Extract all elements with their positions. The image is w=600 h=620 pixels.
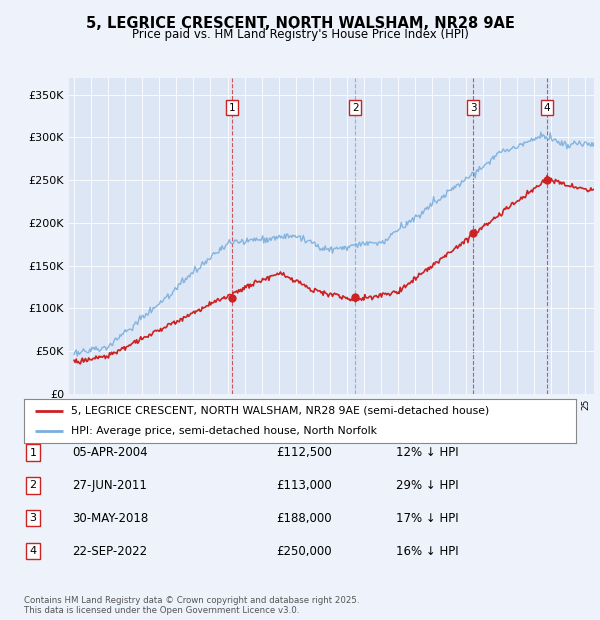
Text: Contains HM Land Registry data © Crown copyright and database right 2025.
This d: Contains HM Land Registry data © Crown c… [24, 596, 359, 615]
Text: 16% ↓ HPI: 16% ↓ HPI [396, 545, 458, 557]
Text: 5, LEGRICE CRESCENT, NORTH WALSHAM, NR28 9AE (semi-detached house): 5, LEGRICE CRESCENT, NORTH WALSHAM, NR28… [71, 405, 489, 416]
Text: 3: 3 [29, 513, 37, 523]
Text: 27-JUN-2011: 27-JUN-2011 [72, 479, 147, 492]
Text: 22-SEP-2022: 22-SEP-2022 [72, 545, 147, 557]
Text: 4: 4 [29, 546, 37, 556]
Text: 05-APR-2004: 05-APR-2004 [72, 446, 148, 459]
Text: HPI: Average price, semi-detached house, North Norfolk: HPI: Average price, semi-detached house,… [71, 426, 377, 436]
Text: 29% ↓ HPI: 29% ↓ HPI [396, 479, 458, 492]
Text: £188,000: £188,000 [276, 512, 332, 525]
Text: 1: 1 [29, 448, 37, 458]
Text: 1: 1 [229, 102, 235, 113]
Text: £112,500: £112,500 [276, 446, 332, 459]
Text: 30-MAY-2018: 30-MAY-2018 [72, 512, 148, 525]
Text: 4: 4 [544, 102, 550, 113]
Text: 2: 2 [29, 480, 37, 490]
Text: 3: 3 [470, 102, 476, 113]
Text: £113,000: £113,000 [276, 479, 332, 492]
Text: 5, LEGRICE CRESCENT, NORTH WALSHAM, NR28 9AE: 5, LEGRICE CRESCENT, NORTH WALSHAM, NR28… [86, 16, 514, 30]
Text: 17% ↓ HPI: 17% ↓ HPI [396, 512, 458, 525]
Text: 2: 2 [352, 102, 359, 113]
Text: Price paid vs. HM Land Registry's House Price Index (HPI): Price paid vs. HM Land Registry's House … [131, 28, 469, 41]
Text: £250,000: £250,000 [276, 545, 332, 557]
Text: 12% ↓ HPI: 12% ↓ HPI [396, 446, 458, 459]
